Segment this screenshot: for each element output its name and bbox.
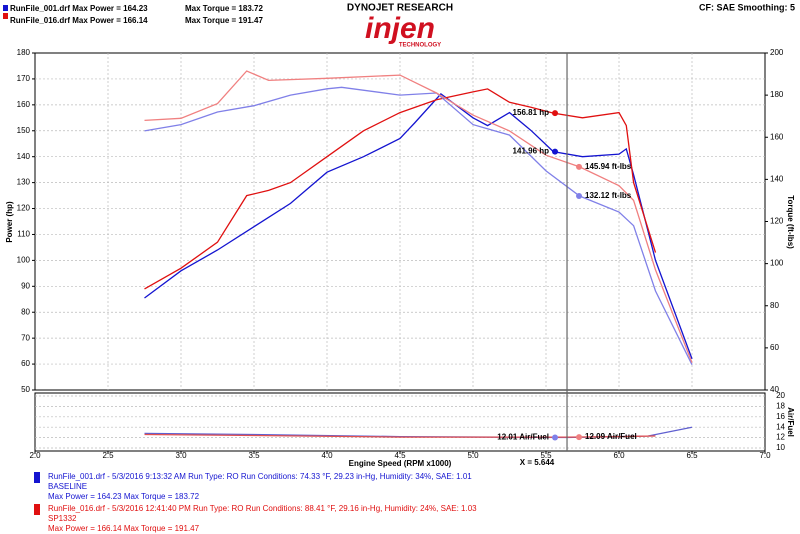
afr-axis-title: Air/Fuel [786,407,795,437]
run1-info: RunFile_001.drf - 5/3/2016 9:13:32 AM Ru… [48,472,472,481]
y2-tick-label: 160 [770,132,784,141]
x-axis-title: Engine Speed (RPM x1000) [349,459,452,468]
y2-tick-label: 180 [770,90,784,99]
x-tick-label: 4.0 [321,451,333,460]
x-tick-label: 2.0 [29,451,41,460]
y-tick-label: 140 [17,152,31,161]
logo-sub: TECHNOLOGY [399,43,441,49]
y-tick-label: 110 [17,230,30,239]
y-tick-label: 150 [17,126,31,135]
y2-tick-label: 200 [770,48,784,57]
afr-tick-label: 18 [776,402,785,411]
afr-tick-label: 16 [776,412,785,421]
cursor-marker [576,434,583,441]
cursor-marker [576,192,583,199]
afr-plot-area [34,392,766,452]
run1-max: Max Power = 164.23 Max Torque = 183.72 [48,492,200,501]
y2-tick-label: 80 [770,301,779,310]
x-tick-label: 4.5 [394,451,406,460]
series-line [144,70,693,363]
run2-max-torque: Max Torque = 191.47 [185,16,263,25]
series-line [144,88,657,290]
x-tick-label: 3.5 [248,451,260,460]
series-line [144,93,693,360]
brand: DYNOJET RESEARCH [347,3,453,14]
run1-max-torque: Max Torque = 183.72 [185,4,263,13]
run2-swatch [3,13,8,19]
run1-note: BASELINE [48,482,87,491]
run2-max: Max Power = 166.14 Max Torque = 191.47 [48,524,200,533]
cursor-marker [552,434,559,441]
y-tick-label: 90 [21,281,30,290]
x-tick-label: 5.0 [467,451,479,460]
y-tick-label: 60 [21,359,30,368]
afr-tick-label: 14 [776,422,785,431]
y-tick-label: 160 [17,100,31,109]
y2-axis-title: Torque (ft-lbs) [786,195,795,249]
run1-max-power: RunFile_001.drf Max Power = 164.23 [10,4,148,13]
y2-tick-label: 40 [770,385,779,394]
y-tick-label: 180 [17,48,31,57]
x-tick-label: 6.0 [613,451,625,460]
x-tick-label: 6.5 [686,451,698,460]
y-tick-label: 130 [17,178,31,187]
y-tick-label: 170 [17,74,31,83]
y-axis-title: Power (hp) [5,201,14,243]
y2-tick-label: 100 [770,259,784,268]
cursor-marker [552,148,559,155]
cursor-marker-label: 156.81 hp [513,108,550,117]
series-line [144,433,656,438]
y-tick-label: 50 [21,385,30,394]
x-tick-label: 2.5 [102,451,114,460]
afr-tick-label: 12 [776,433,785,442]
cursor-marker [552,110,559,117]
y-tick-label: 120 [17,204,31,213]
run1-swatch [3,5,8,11]
run1-swatch [34,472,40,483]
x-tick-label: 3.0 [175,451,187,460]
cursor-marker-label: 12.01 Air/Fuel [497,433,549,442]
y-tick-label: 70 [21,333,30,342]
y2-tick-label: 120 [770,217,784,226]
x-tick-label: 7.0 [759,451,771,460]
y2-tick-label: 140 [770,174,784,183]
y-tick-label: 100 [17,255,31,264]
cursor-label: X = 5.644 [520,458,555,467]
cursor-marker [576,163,583,170]
settings: CF: SAE Smoothing: 5 [699,2,795,12]
cursor-marker-label: 12.09 Air/Fuel [585,432,637,441]
afr-tick-label: 20 [776,391,785,400]
cursor-marker-label: 132.12 ft-lbs [585,191,632,200]
run2-swatch [34,504,40,515]
x-tick-label: 5.5 [540,451,552,460]
cursor-marker-label: 141.96 hp [513,147,550,156]
cursor-marker-label: 145.94 ft-lbs [585,162,632,171]
run2-note: SP1332 [48,514,77,523]
y2-tick-label: 60 [770,343,779,352]
run2-max-power: RunFile_016.drf Max Power = 166.14 [10,16,148,25]
y-tick-label: 80 [21,307,30,316]
afr-tick-label: 10 [776,443,785,452]
run2-info: RunFile_016.drf - 5/3/2016 12:41:40 PM R… [48,504,477,513]
logo: injen [365,12,435,45]
footer: RunFile_001.drf - 5/3/2016 9:13:32 AM Ru… [34,472,477,533]
